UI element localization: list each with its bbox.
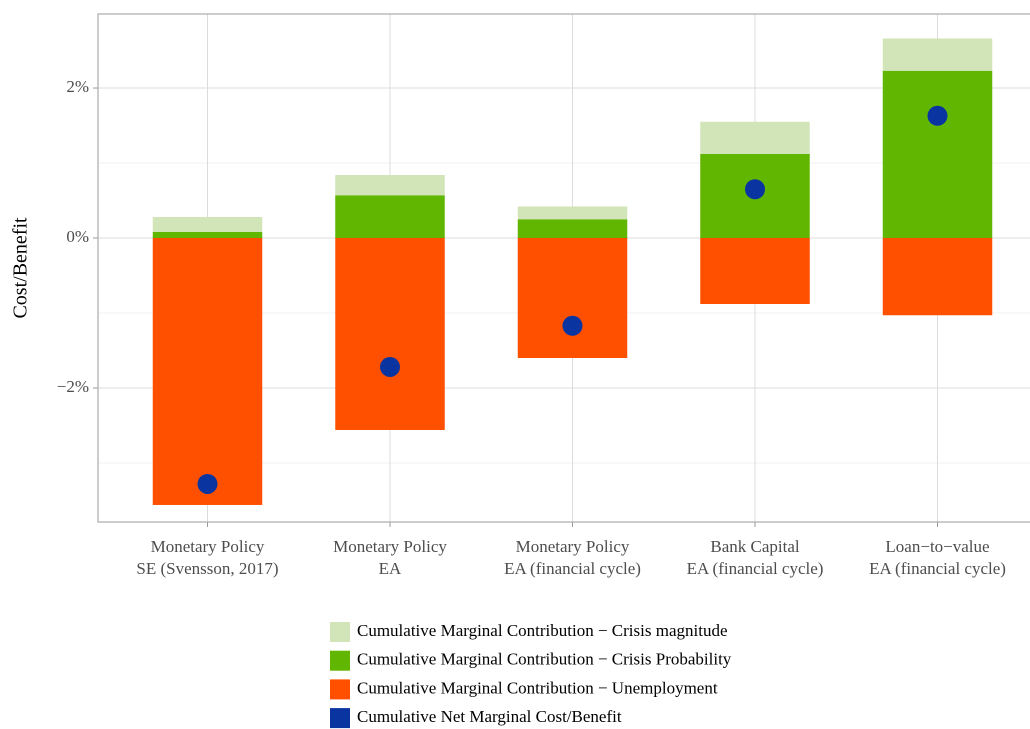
bar-segment — [882, 238, 993, 316]
net-point — [745, 179, 765, 200]
x-tick-label: Monetary Policy — [516, 537, 630, 556]
y-tick-label: −2% — [57, 377, 89, 396]
bar-segment — [700, 121, 810, 155]
bar-segment — [882, 70, 993, 239]
y-tick-label: 2% — [66, 77, 89, 96]
x-tick-label: EA (financial cycle) — [869, 559, 1006, 578]
x-tick-label: SE (Svensson, 2017) — [136, 559, 278, 578]
x-tick-label: Loan−to−value — [885, 537, 989, 556]
x-tick-label: Bank Capital — [710, 537, 800, 556]
x-tick-label: EA (financial cycle) — [687, 559, 824, 578]
legend-text: Cumulative Net Marginal Cost/Benefit — [357, 707, 622, 726]
net-point — [197, 473, 218, 494]
x-tick-label: Monetary Policy — [333, 537, 447, 556]
bar-segment — [700, 238, 810, 304]
bar-segment — [335, 195, 445, 239]
plot-border — [97, 13, 1030, 523]
net-point — [927, 105, 948, 126]
legend-swatch — [330, 708, 350, 729]
bar-segment — [517, 219, 628, 239]
legend-text: Cumulative Marginal Contribution − Crisi… — [357, 650, 732, 669]
bar-segment — [335, 238, 445, 430]
x-tick-label: Monetary Policy — [151, 537, 265, 556]
y-tick-label: 0% — [66, 227, 89, 246]
bar-segment — [335, 175, 445, 196]
legend-text: Cumulative Marginal Contribution − Unemp… — [357, 678, 718, 697]
legend-swatch — [330, 679, 350, 700]
net-point — [380, 356, 400, 377]
bar-segment — [152, 238, 263, 505]
legend-swatch — [330, 650, 350, 671]
x-tick-label: EA (financial cycle) — [504, 559, 641, 578]
x-tick-label: EA — [379, 559, 402, 578]
legend-text: Cumulative Marginal Contribution − Crisi… — [357, 621, 728, 640]
bar-segment — [152, 232, 263, 239]
bar-segment — [517, 206, 628, 220]
legend-swatch — [330, 622, 350, 642]
bar-segment — [517, 238, 628, 358]
net-point — [562, 315, 583, 336]
y-axis-title: Cost/Benefit — [10, 217, 32, 319]
bar-segment — [882, 38, 993, 71]
bar-segment — [152, 217, 263, 233]
